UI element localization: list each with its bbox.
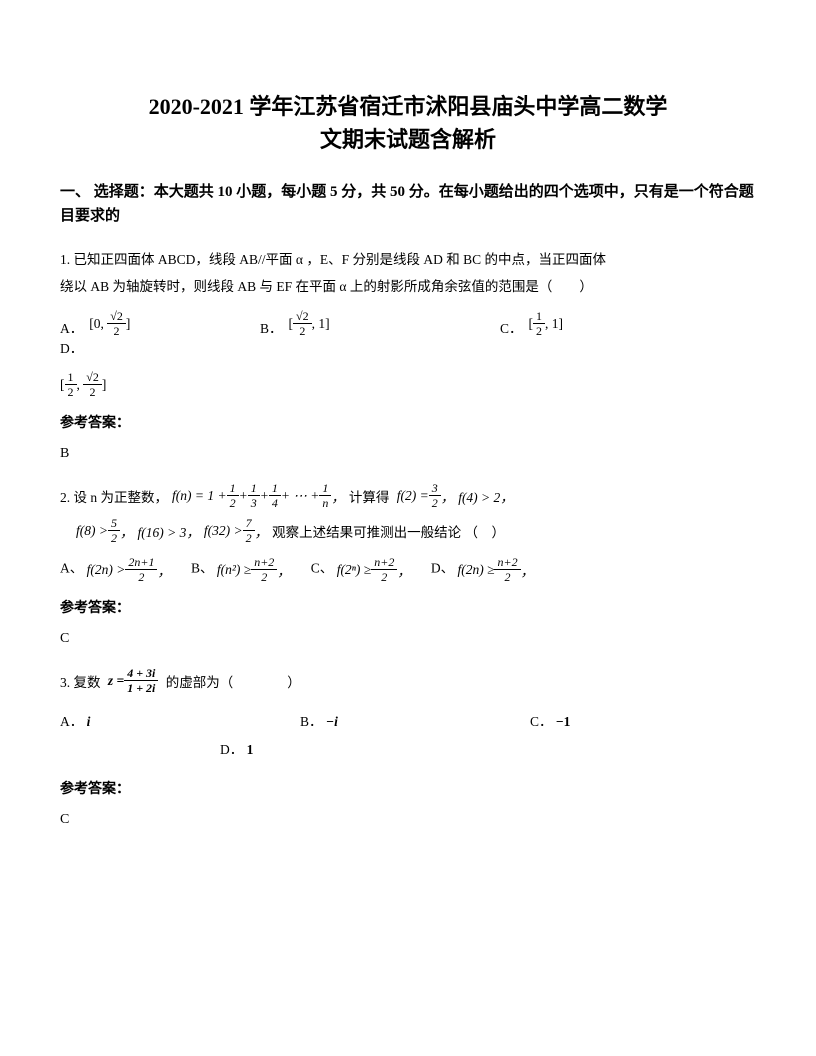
document-title: 2020-2021 学年江苏省宿迁市沭阳县庙头中学高二数学 文期末试题含解析 — [60, 90, 756, 156]
q2-calc-label: 计算得 — [349, 486, 390, 506]
q3-intro1: 3. 复数 — [60, 671, 101, 691]
q2-f2: f(2) = 32， — [393, 482, 454, 509]
q3-optD-row: D． 1 — [220, 738, 756, 758]
q3-answer-label: 参考答案： — [60, 778, 756, 798]
q2-answer: C — [60, 631, 756, 647]
title-line-2: 文期末试题含解析 — [60, 123, 756, 156]
q2-optD: f(2n) ≥ n+22， — [457, 556, 534, 583]
q3-answer: C — [60, 812, 756, 828]
q3-optA-label: A． — [60, 714, 83, 729]
q1-answer: B — [60, 446, 756, 462]
title-line-1: 2020-2021 学年江苏省宿迁市沭阳县庙头中学高二数学 — [60, 90, 756, 123]
q1-optA-expr: [0, √22] — [89, 310, 130, 337]
q2-answer-label: 参考答案： — [60, 597, 756, 617]
q3-intro2: 的虚部为（ ） — [166, 671, 301, 691]
q1-optB-expr: [√22, 1] — [289, 310, 330, 337]
q1-text-line2: 绕以 AB 为轴旋转时，则线段 AB 与 EF 在平面 α 上的射影所成角余弦值… — [60, 273, 756, 300]
q2-optA-label: A、 — [60, 561, 83, 576]
q2-optC: f(2ⁿ) ≥ n+22， — [337, 556, 411, 583]
q3-line: 3. 复数 z = 4 + 3i1 + 2i 的虚部为（ ） — [60, 667, 756, 694]
q3-optA: i — [87, 714, 91, 729]
q1-optD-label: D． — [60, 337, 83, 357]
q1-optC-expr: [12, 1] — [529, 310, 564, 337]
q2-line1: 2. 设 n 为正整数， f(n) = 1 + 12 + 13 + 14 + ⋯… — [60, 482, 756, 509]
q1-answer-label: 参考答案： — [60, 412, 756, 432]
q3-optC: −1 — [556, 714, 570, 729]
q3-optC-label: C． — [530, 714, 553, 729]
q1-optD-expr-row: [12, √22] — [60, 371, 756, 398]
q2-fn-def: f(n) = 1 + 12 + 13 + 14 + ⋯ + 1n， — [172, 482, 345, 509]
q2-optB-label: B、 — [191, 561, 214, 576]
question-1: 1. 已知正四面体 ABCD，线段 AB//平面 α ，E、F 分别是线段 AD… — [60, 246, 756, 300]
q2-f32: f(32) > 72， — [204, 517, 268, 544]
q1-text-line1: 1. 已知正四面体 ABCD，线段 AB//平面 α ，E、F 分别是线段 AD… — [60, 246, 756, 273]
q2-observe: 观察上述结果可推测出一般结论 （ ） — [272, 521, 505, 541]
q3-optD: 1 — [247, 742, 254, 757]
q2-line2: f(8) > 52， f(16) > 3， f(32) > 72， 观察上述结果… — [60, 517, 756, 544]
q3-optB: −i — [326, 714, 338, 729]
q1-optC-label: C． — [500, 317, 523, 337]
q2-f8: f(8) > 52， — [76, 517, 133, 544]
q2-f16: f(16) > 3， — [137, 521, 199, 541]
q3-optB-label: B． — [300, 714, 323, 729]
q3-optD-label: D． — [220, 742, 243, 757]
q1-optA-label: A． — [60, 317, 83, 337]
q2-f4: f(4) > 2， — [458, 486, 514, 506]
q3-options: A． i B． −i C． −1 — [60, 710, 756, 730]
q2-optC-label: C、 — [311, 561, 334, 576]
q2-intro: 2. 设 n 为正整数， — [60, 486, 168, 506]
q2-options: A、 f(2n) > 2n+12， B、 f(n²) ≥ n+22， C、 f(… — [60, 556, 756, 583]
q3-expr: z = 4 + 3i1 + 2i — [105, 667, 162, 694]
q1-options: A． [0, √22] B． [√22, 1] C． [12, 1] D． — [60, 310, 756, 357]
section-header: 一、 选择题：本大题共 10 小题，每小题 5 分，共 50 分。在每小题给出的… — [60, 180, 756, 228]
q2-optB: f(n²) ≥ n+22， — [217, 556, 291, 583]
q2-optD-label: D、 — [431, 561, 454, 576]
q1-optD-expr: [12, √22] — [60, 371, 106, 398]
q1-optB-label: B． — [260, 317, 283, 337]
q2-optA: f(2n) > 2n+12， — [87, 556, 171, 583]
